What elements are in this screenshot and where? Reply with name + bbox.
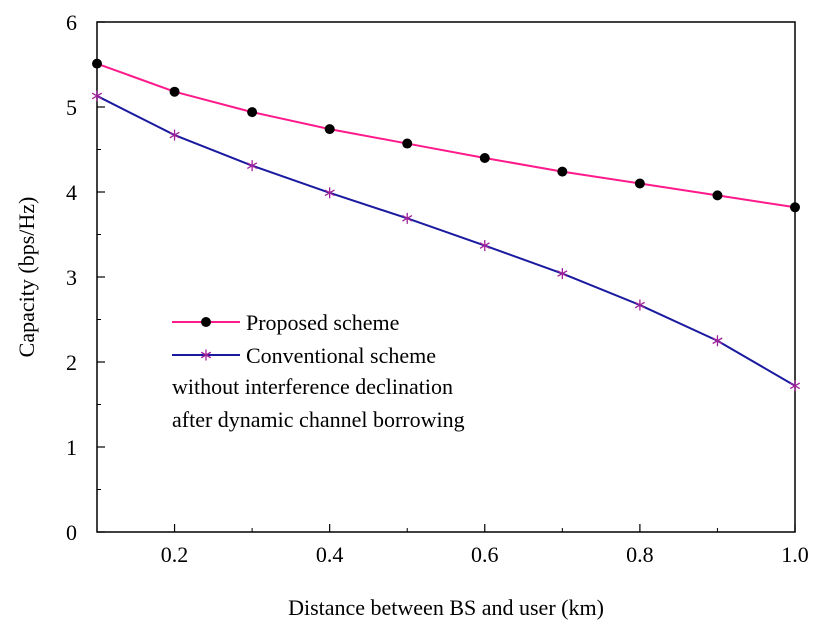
series-line	[96, 62, 796, 209]
series-line	[96, 95, 796, 387]
y-tick-label: 6	[66, 10, 77, 35]
data-point	[557, 166, 568, 177]
x-axis-title: Distance between BS and user (km)	[288, 595, 604, 620]
data-point	[169, 129, 180, 141]
annotation-line-1: without interference declination	[172, 374, 453, 399]
data-point	[634, 178, 645, 189]
data-point	[247, 160, 258, 172]
data-point	[324, 187, 335, 199]
legend-proposed-label: Proposed scheme	[246, 310, 399, 335]
data-point	[324, 124, 335, 135]
data-point	[479, 153, 490, 163]
x-tick-label: 1.0	[781, 542, 809, 567]
legend-star-glyph	[200, 349, 212, 361]
x-tick-label: 0.6	[471, 542, 499, 567]
y-tick-label: 0	[66, 520, 77, 545]
data-point	[557, 268, 568, 280]
legend-conventional-marker	[200, 349, 212, 361]
y-axis-title: Capacity (bps/Hz)	[14, 197, 39, 358]
data-point	[479, 240, 490, 252]
x-tick-label: 0.8	[626, 542, 654, 567]
data-point	[92, 58, 102, 69]
x-tick-label: 0.2	[161, 542, 189, 567]
data-point	[91, 90, 103, 102]
annotation-line-2: after dynamic channel borrowing	[172, 407, 465, 432]
data-point	[634, 299, 645, 311]
data-point	[789, 380, 801, 392]
series-proposed	[92, 58, 800, 213]
legend: Proposed scheme Conventional scheme with…	[172, 310, 465, 432]
legend-proposed-marker	[201, 317, 211, 327]
data-point	[247, 107, 258, 118]
data-point	[712, 335, 723, 347]
y-tick-label: 3	[66, 265, 77, 290]
legend-conventional-label: Conventional scheme	[246, 343, 436, 368]
x-tick-label: 0.4	[316, 542, 344, 567]
tick-labels: 0.2 0.4 0.6 0.8 1.0 0 1 2 3 4 5 6	[66, 10, 809, 567]
series-layer	[91, 58, 801, 392]
data-point	[402, 212, 413, 224]
data-point	[712, 190, 723, 201]
y-tick-label: 5	[66, 95, 77, 120]
data-point	[402, 138, 413, 149]
data-point	[790, 202, 800, 213]
y-tick-label: 4	[66, 180, 77, 205]
series-conventional	[91, 90, 801, 392]
y-tick-label: 1	[66, 435, 77, 460]
data-point	[169, 86, 180, 97]
y-tick-label: 2	[66, 350, 77, 375]
